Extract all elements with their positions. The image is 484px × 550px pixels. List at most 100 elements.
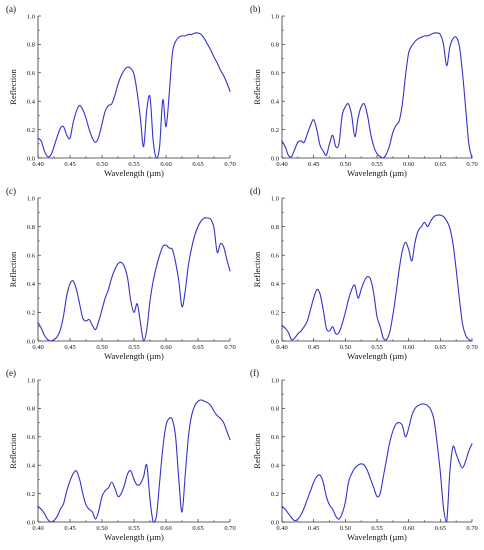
- y-tick-label: 1.0: [27, 195, 35, 202]
- y-tick-label: 0.6: [27, 434, 36, 441]
- y-tick-label: 0.4: [27, 281, 36, 288]
- y-tick-label: 0.0: [27, 519, 35, 526]
- y-tick-label: 0.2: [271, 310, 279, 317]
- chart-panel-5: (e) 0.40 0.45 0.50 0.55 0.60 0.65 0.70 0.0 0.2 0.4…: [6, 368, 236, 542]
- x-tick-label: 0.40: [276, 161, 287, 168]
- x-tick-label: 0.45: [64, 344, 75, 351]
- x-tick-label: 0.60: [160, 344, 171, 351]
- panel-label: (e): [6, 368, 16, 378]
- y-tick-label: 0.8: [271, 406, 279, 413]
- x-tick-label: 0.60: [403, 525, 414, 532]
- x-tick-label: 0.40: [32, 344, 43, 351]
- y-tick-label: 0.4: [27, 463, 36, 470]
- chart-panel-4: (d) 0.40 0.45 0.50 0.55 0.60 0.65 0.70 0.0 0.2 0.4…: [250, 186, 478, 361]
- x-tick-label: 0.70: [466, 525, 477, 532]
- y-axis-title: Reflection: [8, 251, 18, 287]
- x-tick-label: 0.50: [96, 525, 107, 532]
- reflection-series-line: [37, 399, 231, 523]
- y-tick-label: 0.6: [271, 70, 280, 77]
- x-tick-label: 0.60: [403, 344, 414, 351]
- x-tick-label: 0.70: [466, 344, 477, 351]
- y-tick-label: 0.6: [27, 253, 36, 260]
- x-tick-label: 0.65: [192, 525, 203, 532]
- y-tick-label: 0.2: [27, 127, 35, 134]
- x-tick-label: 0.65: [435, 525, 446, 532]
- y-tick-label: 0.4: [271, 463, 280, 470]
- y-tick-label: 0.8: [271, 224, 279, 231]
- reflection-series-line: [37, 32, 231, 159]
- y-tick-label: 0.8: [271, 42, 279, 49]
- x-axis-title: Wavelength (µm): [104, 532, 164, 542]
- x-tick-label: 0.70: [224, 344, 235, 351]
- x-tick-label: 0.60: [160, 525, 171, 532]
- panel-label: (c): [6, 186, 16, 196]
- chart-panel-2: (b) 0.40 0.45 0.50 0.55 0.60 0.65 0.70 0.0 0.2 0.4…: [250, 4, 478, 178]
- y-tick-label: 1.0: [27, 13, 35, 20]
- y-tick-label: 0.4: [271, 99, 280, 106]
- x-tick-label: 0.55: [371, 161, 382, 168]
- y-axis-title: Reflection: [252, 69, 262, 105]
- x-tick-label: 0.50: [340, 161, 351, 168]
- y-tick-label: 0.4: [271, 281, 280, 288]
- reflection-series-line: [281, 32, 473, 159]
- x-tick-label: 0.70: [224, 525, 235, 532]
- y-tick-label: 0.0: [27, 155, 35, 162]
- y-tick-label: 0.0: [27, 338, 35, 345]
- panel-label: (b): [250, 4, 261, 14]
- x-tick-label: 0.50: [96, 161, 107, 168]
- x-tick-label: 0.40: [276, 525, 287, 532]
- y-axis-title: Reflection: [252, 433, 262, 469]
- x-tick-label: 0.45: [64, 161, 75, 168]
- x-tick-label: 0.55: [128, 525, 139, 532]
- x-tick-label: 0.60: [160, 161, 171, 168]
- y-tick-label: 0.0: [271, 155, 279, 162]
- x-tick-label: 0.40: [32, 525, 43, 532]
- x-tick-label: 0.55: [128, 344, 139, 351]
- x-axis-title: Wavelength (µm): [104, 351, 164, 361]
- y-tick-label: 1.0: [27, 377, 35, 384]
- y-axis-title: Reflection: [8, 69, 18, 105]
- y-tick-label: 0.2: [271, 127, 279, 134]
- y-tick-label: 0.8: [27, 224, 35, 231]
- y-tick-label: 0.8: [27, 42, 35, 49]
- x-tick-label: 0.45: [308, 344, 319, 351]
- y-tick-label: 1.0: [271, 195, 279, 202]
- x-tick-label: 0.70: [224, 161, 235, 168]
- x-tick-label: 0.60: [403, 161, 414, 168]
- x-tick-label: 0.40: [276, 344, 287, 351]
- x-tick-label: 0.50: [96, 344, 107, 351]
- x-tick-label: 0.45: [64, 525, 75, 532]
- y-tick-label: 0.6: [27, 70, 36, 77]
- y-tick-label: 0.8: [27, 406, 35, 413]
- x-tick-label: 0.65: [435, 161, 446, 168]
- reflection-series-line: [281, 403, 473, 523]
- reflection-series-line: [281, 214, 473, 342]
- x-axis-title: Wavelength (µm): [104, 168, 164, 178]
- x-tick-label: 0.55: [371, 525, 382, 532]
- y-axis-title: Reflection: [8, 433, 18, 469]
- y-tick-label: 0.2: [27, 310, 35, 317]
- x-tick-label: 0.45: [308, 161, 319, 168]
- y-tick-label: 0.2: [271, 491, 279, 498]
- x-tick-label: 0.45: [308, 525, 319, 532]
- y-tick-label: 0.2: [27, 491, 35, 498]
- x-tick-label: 0.50: [340, 344, 351, 351]
- chart-panel-3: (c) 0.40 0.45 0.50 0.55 0.60 0.65 0.70 0.0 0.2 0.4…: [6, 186, 236, 361]
- x-tick-label: 0.70: [466, 161, 477, 168]
- y-tick-label: 0.0: [271, 338, 279, 345]
- panel-label: (f): [250, 368, 259, 378]
- panel-label: (a): [6, 4, 16, 14]
- x-axis-title: Wavelength (µm): [347, 532, 407, 542]
- y-tick-label: 1.0: [271, 13, 279, 20]
- x-tick-label: 0.55: [128, 161, 139, 168]
- chart-panel-1: (a) 0.40 0.45 0.50 0.55 0.60 0.65 0.70 0.0 0.2 0.4…: [6, 4, 236, 178]
- reflection-series-line: [37, 217, 231, 342]
- x-tick-label: 0.65: [192, 344, 203, 351]
- y-tick-label: 0.6: [271, 253, 280, 260]
- x-tick-label: 0.40: [32, 161, 43, 168]
- y-tick-label: 0.6: [271, 434, 280, 441]
- x-tick-label: 0.50: [340, 525, 351, 532]
- y-tick-label: 0.0: [271, 519, 279, 526]
- x-tick-label: 0.65: [192, 161, 203, 168]
